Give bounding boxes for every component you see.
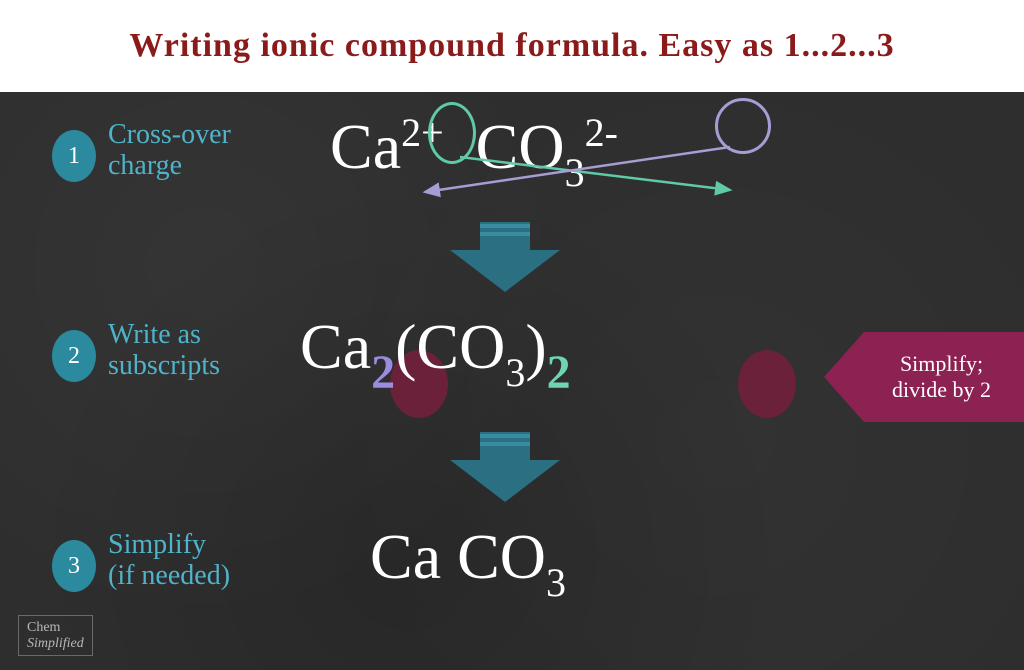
step1-label-line1: Cross-over: [108, 120, 231, 151]
step1-label-line2: charge: [108, 151, 231, 182]
step3-badge: 3: [52, 540, 96, 592]
step3-label-line1: Simplify: [108, 530, 230, 561]
step2-badge: 2: [52, 330, 96, 382]
f3-co: CO: [457, 521, 546, 592]
tag-line2: divide by 2: [859, 377, 1024, 403]
step1-badge: 1: [52, 130, 96, 182]
step3-num: 3: [68, 553, 80, 580]
f2-co: CO: [416, 311, 505, 382]
formula-step2: Ca2(CO3)2: [300, 310, 571, 384]
step1-label: Cross-over charge: [108, 120, 231, 182]
f3-sub3: 3: [546, 560, 566, 605]
f2-sub1: 2: [371, 346, 395, 399]
arrow-2to3: [450, 432, 560, 502]
step2-label-line2: subscripts: [108, 351, 220, 382]
simplify-text: Simplify; divide by 2: [824, 351, 1024, 404]
f2-sub2: 2: [547, 346, 571, 399]
f2-ca: Ca: [300, 311, 371, 382]
page-title: Writing ionic compound formula. Easy as …: [129, 27, 894, 65]
step3-label: Simplify (if needed): [108, 530, 230, 592]
tag-line1: Simplify;: [859, 351, 1024, 377]
arrow-1to2: [450, 222, 560, 292]
title-area: Writing ionic compound formula. Easy as …: [0, 0, 1024, 92]
watermark-line2: Simplified: [27, 636, 84, 651]
crossover-arrows: [330, 102, 800, 212]
step2-label-line1: Write as: [108, 320, 220, 351]
highlight-oval-2: [738, 350, 796, 418]
f3-ca: Ca: [370, 521, 441, 592]
step2-label: Write as subscripts: [108, 320, 220, 382]
chalkboard: 1 Cross-over charge Ca2+ CO32- 2: [0, 92, 1024, 670]
step1-num: 1: [68, 143, 80, 170]
formula-step3: Ca CO3: [370, 520, 566, 594]
f2-close: ): [525, 311, 546, 382]
f2-open: (: [395, 311, 416, 382]
simplify-tag: Simplify; divide by 2: [824, 332, 1024, 422]
step3-label-line2: (if needed): [108, 561, 230, 592]
watermark-line1: Chem: [27, 620, 84, 635]
watermark: Chem Simplified: [18, 615, 93, 656]
step2-num: 2: [68, 343, 80, 370]
f2-sub3: 3: [505, 350, 525, 395]
